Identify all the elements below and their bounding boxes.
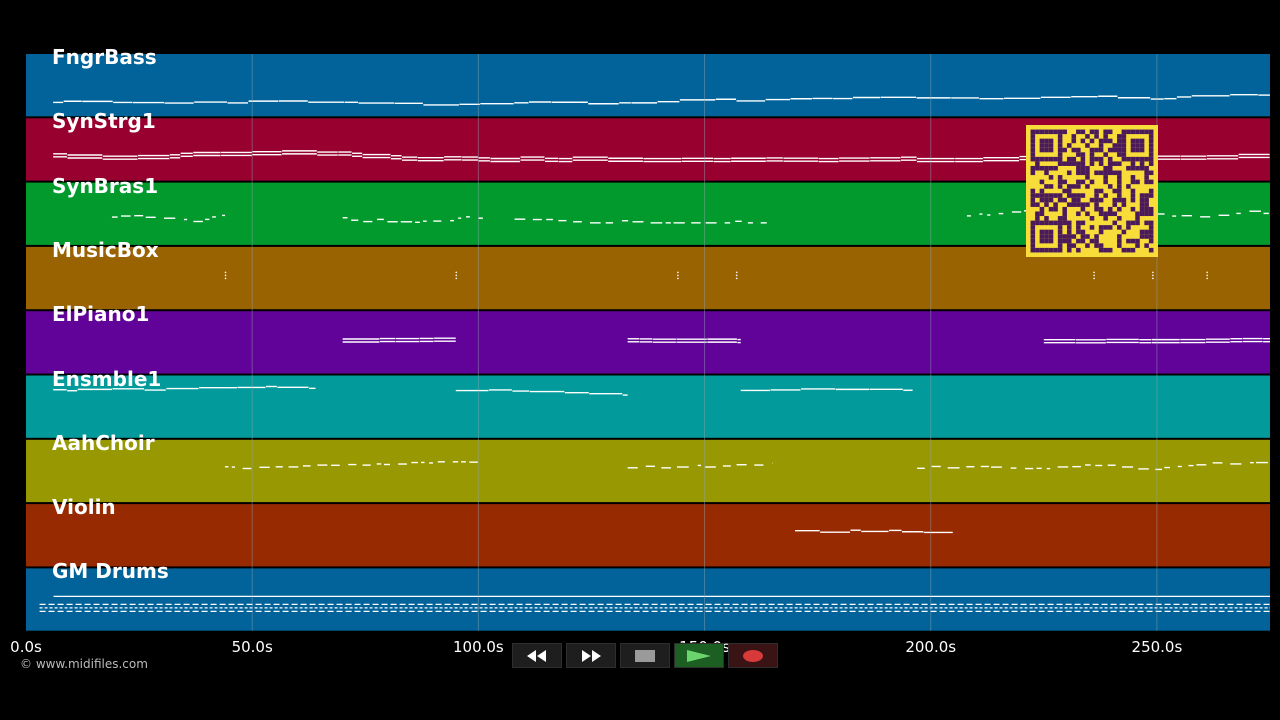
track-notes-6 — [225, 461, 1268, 471]
play-icon — [687, 649, 711, 662]
track-notes-4 — [342, 337, 1270, 344]
track-lane-6 — [26, 439, 1270, 503]
time-tick-label: 0.0s — [10, 638, 42, 656]
track-name: Violin — [52, 495, 116, 520]
track-notes-0 — [53, 94, 1270, 106]
time-tick-label: 250.0s — [1131, 638, 1183, 656]
track-notes-8 — [39, 595, 1270, 613]
track-name: SynStrg1 — [52, 109, 156, 134]
time-tick-label: 200.0s — [905, 638, 957, 656]
play-button[interactable] — [674, 643, 724, 668]
track-lane-3 — [26, 246, 1270, 310]
rewind-button[interactable] — [512, 643, 562, 668]
record-icon — [743, 649, 763, 662]
track-name: ElPiano1 — [52, 302, 150, 327]
track-name: GM Drums — [52, 559, 169, 584]
qr-code — [1026, 125, 1158, 257]
track-name: SynBras1 — [52, 173, 159, 198]
track-notes-5 — [53, 385, 913, 396]
stop-icon — [635, 649, 655, 662]
time-tick-label: 100.0s — [452, 638, 504, 656]
time-tick-label: 50.0s — [231, 638, 273, 656]
transport-controls — [512, 643, 778, 668]
track-lane-0 — [26, 54, 1270, 117]
track-lane-8 — [26, 568, 1270, 631]
rewind-icon — [527, 649, 546, 662]
track-name: AahChoir — [52, 430, 155, 455]
credit-text: © www.midifiles.com — [20, 657, 148, 671]
track-notes-7 — [795, 529, 954, 536]
fast-forward-icon — [582, 649, 601, 662]
track-name: MusicBox — [52, 237, 159, 262]
track-notes-3 — [224, 271, 1209, 280]
stop-button[interactable] — [620, 643, 670, 668]
record-button[interactable] — [728, 643, 778, 668]
track-lane-7 — [26, 504, 1270, 567]
track-name: FngrBass — [52, 45, 157, 69]
track-lane-5 — [26, 375, 1270, 438]
track-name: Ensmble1 — [52, 366, 162, 391]
fast-forward-button[interactable] — [566, 643, 616, 668]
